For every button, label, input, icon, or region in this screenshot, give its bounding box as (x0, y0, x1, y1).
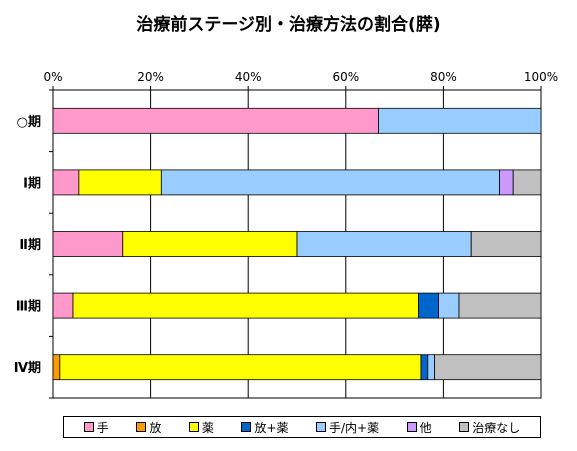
legend-item: 手/内+薬 (316, 419, 379, 436)
bar-segment (499, 169, 514, 196)
legend-item: 手 (83, 419, 109, 436)
bar-segment (72, 292, 419, 319)
x-tick-label: 100% (524, 70, 558, 84)
category-label: ○期 (17, 115, 41, 130)
legend-swatch (241, 422, 252, 432)
bar-segment (296, 231, 472, 257)
bar-segment (52, 107, 379, 134)
legend-item: 治療なし (459, 419, 520, 436)
legend-label: 治療なし (472, 420, 521, 435)
bar-segment (59, 354, 422, 381)
legend-swatch (188, 422, 199, 432)
legend-item: 薬 (188, 419, 214, 436)
legend-label: 他 (419, 420, 432, 435)
legend-label: 放+薬 (254, 420, 289, 435)
bar-segment (418, 292, 439, 319)
legend-swatch (83, 422, 94, 432)
bar-segment (52, 169, 80, 196)
category-label: Ⅲ期 (16, 300, 41, 315)
bar-segment (458, 292, 542, 319)
x-tick-label: 60% (332, 70, 359, 84)
legend-swatch (459, 422, 470, 432)
bar-segment (160, 169, 500, 196)
bar-segment (434, 354, 542, 381)
bar-segment (122, 231, 298, 257)
legend-item: 放+薬 (241, 419, 288, 436)
bar-segment (420, 354, 429, 381)
legend-item: 他 (406, 419, 432, 436)
bar-segment (438, 292, 460, 319)
category-label: Ⅰ期 (23, 176, 41, 191)
legend-label: 手/内+薬 (329, 420, 380, 435)
legend-swatch (406, 422, 417, 432)
bar-segment (78, 169, 162, 196)
bar-segment (52, 231, 124, 257)
bar-segment (52, 354, 61, 381)
x-tick-label: 20% (137, 70, 164, 84)
legend-label: 手 (96, 420, 109, 435)
bar-segment (52, 292, 74, 319)
legend-swatch (316, 422, 326, 432)
chart-title: 治療前ステージ別・治療方法の割合(膵) (136, 15, 441, 35)
bar-segment (427, 354, 436, 381)
legend-swatch (136, 422, 147, 432)
chart-legend: 手 放 薬 放+薬 手/内+薬 他 治療なし (63, 416, 541, 438)
category-label: Ⅱ期 (19, 238, 41, 253)
bar-segment (470, 231, 542, 257)
legend-label: 薬 (201, 420, 214, 435)
legend-item: 放 (136, 419, 161, 436)
x-tick-label: 0% (43, 70, 62, 84)
bar-segment (378, 107, 542, 134)
bar-segment (512, 169, 542, 196)
legend-label: 放 (149, 420, 162, 435)
x-tick-label: 40% (235, 70, 262, 84)
category-label: Ⅳ期 (14, 361, 41, 376)
x-tick-label: 80% (430, 70, 457, 84)
